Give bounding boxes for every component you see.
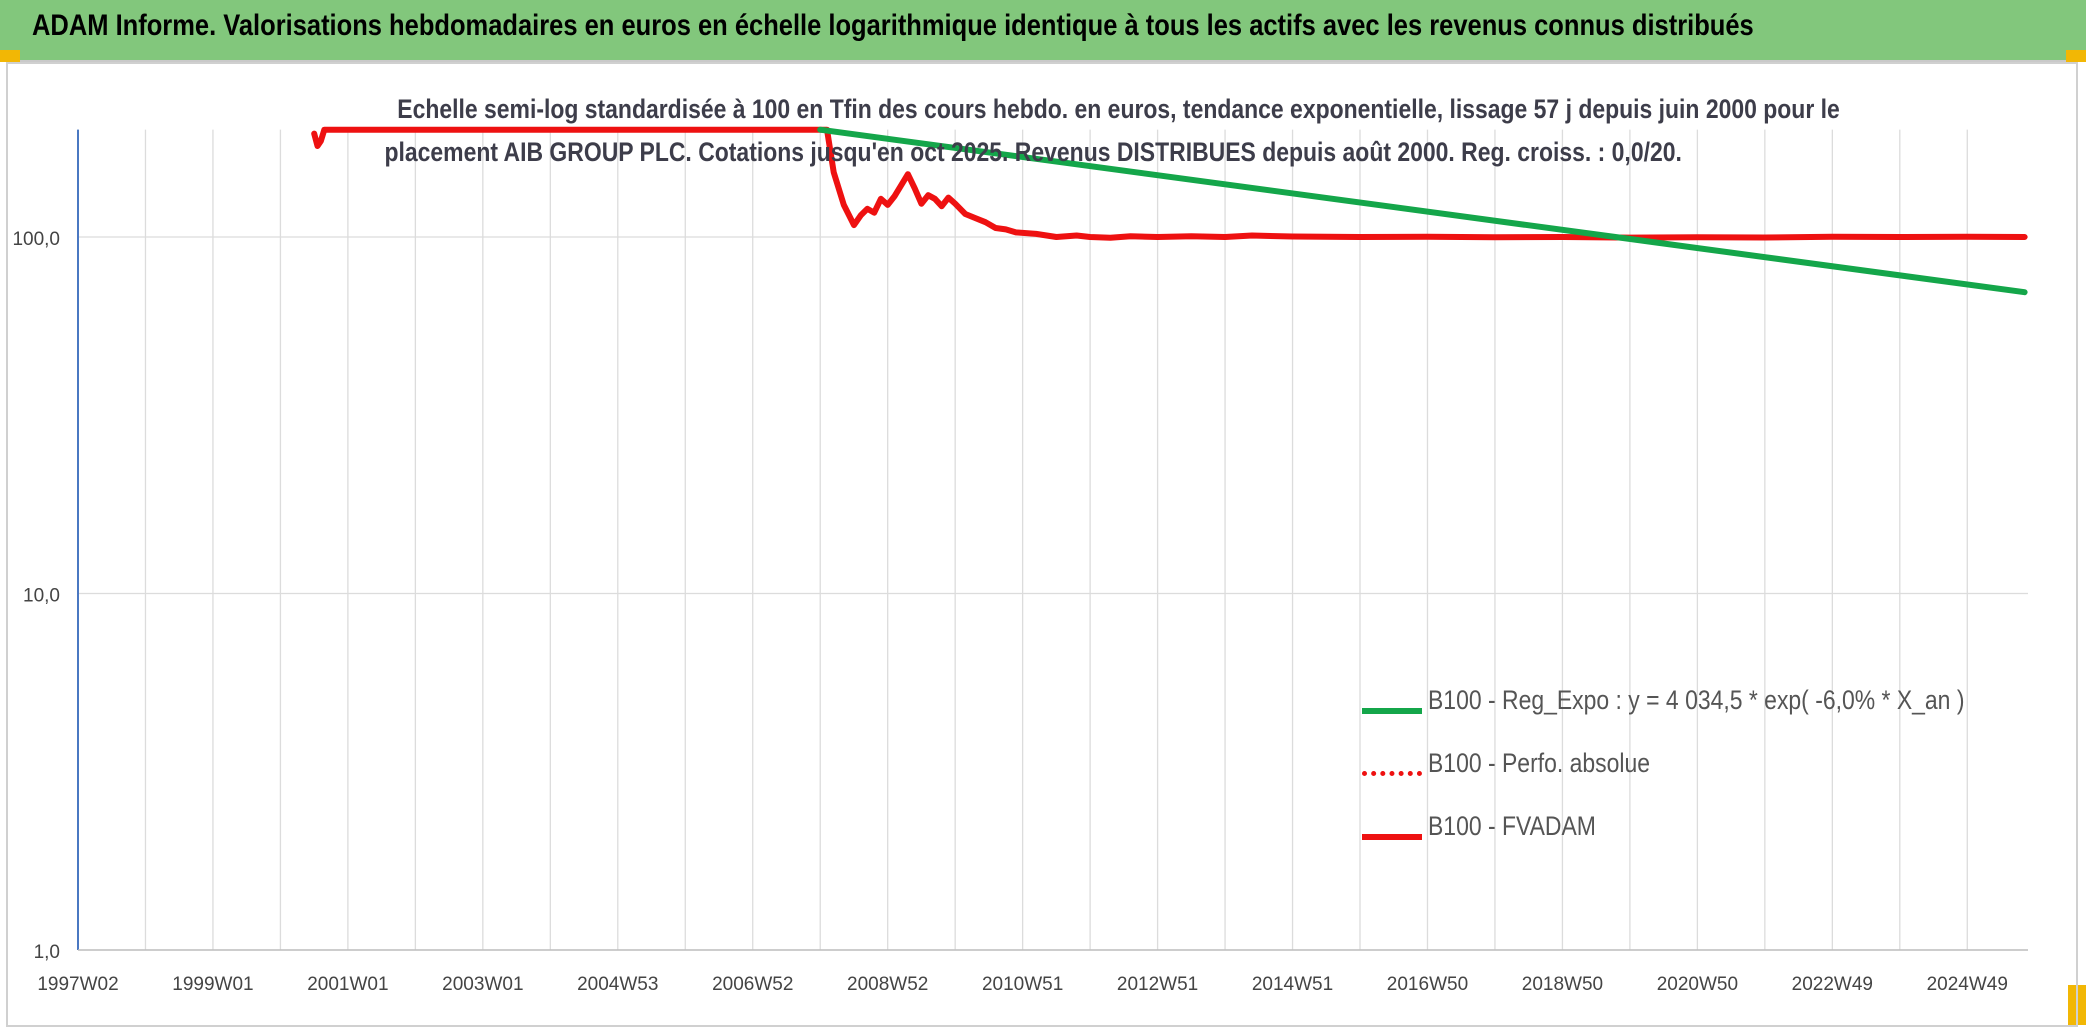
legend-swatch-perfo-absolue	[1362, 771, 1422, 776]
x-tick-label: 2016W50	[1387, 974, 1468, 995]
legend-label-fvadam: B100 - FVADAM	[1428, 811, 1596, 841]
x-tick-label: 2012W51	[1117, 974, 1198, 995]
x-tick-label: 2003W01	[442, 974, 523, 995]
report-banner: ADAM Informe. Valorisations hebdomadaire…	[0, 0, 2086, 62]
chart-subtitle: Echelle semi-log standardisée à 100 en T…	[270, 88, 1839, 174]
axes	[77, 129, 2028, 951]
chart-subtitle-line-1: Echelle semi-log standardisée à 100 en T…	[397, 94, 1840, 124]
chart-subtitle-line-2: placement AIB GROUP PLC. Cotations jusqu…	[384, 137, 1682, 167]
x-tick-label: 2008W52	[847, 974, 928, 995]
y-tick-label: 100,0	[12, 229, 60, 250]
x-tick-label: 2001W01	[307, 974, 388, 995]
x-tick-label: 2024W49	[1927, 974, 2008, 995]
x-tick-label: 2018W50	[1522, 974, 1603, 995]
y-tick-label: 1,0	[34, 942, 60, 963]
corner-marker-top-right	[2066, 50, 2086, 62]
x-tick-label: 1999W01	[172, 974, 253, 995]
x-tick-label: 2004W53	[577, 974, 658, 995]
chart-frame	[6, 62, 2078, 1027]
legend-swatch-fvadam	[1362, 834, 1422, 840]
legend-label-reg-expo: B100 - Reg_Expo : y = 4 034,5 * exp( -6,…	[1428, 685, 1965, 715]
x-tick-label: 2010W51	[982, 974, 1063, 995]
x-tick-label: 1997W02	[37, 974, 118, 995]
corner-marker-top-left	[0, 50, 20, 62]
legend-swatch-reg-expo	[1362, 708, 1422, 714]
x-tick-label: 2006W52	[712, 974, 793, 995]
legend-label-perfo-absolue: B100 - Perfo. absolue	[1428, 748, 1650, 778]
x-tick-label: 2020W50	[1657, 974, 1738, 995]
x-tick-label: 2014W51	[1252, 974, 1333, 995]
tick-labels: 1,0 10,0 100,0 1997W02 1999W01 2001W01 2003W01…	[12, 229, 2007, 995]
series-line-fvadam	[311, 126, 2028, 241]
series-lines	[311, 126, 2028, 296]
y-tick-label: 10,0	[23, 586, 60, 607]
x-tick-label: 2022W49	[1792, 974, 1873, 995]
report-title: ADAM Informe. Valorisations hebdomadaire…	[32, 9, 1754, 42]
series-line-reg-expo	[817, 126, 2028, 296]
